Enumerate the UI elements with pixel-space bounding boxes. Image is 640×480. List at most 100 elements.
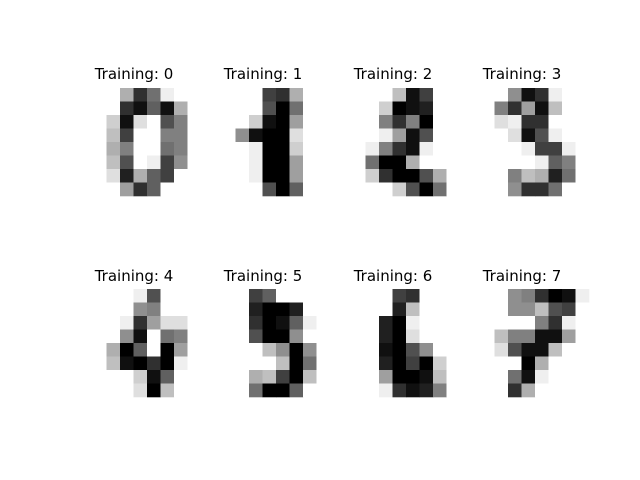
- pixel-cell: [548, 128, 563, 143]
- pixel-cell: [562, 88, 576, 102]
- pixel-cell: [93, 182, 107, 197]
- pixel-cell: [187, 101, 202, 116]
- pixel-cell: [303, 182, 317, 197]
- pixel-cell: [535, 329, 549, 344]
- pixel-cell: [289, 343, 304, 357]
- pixel-cell: [419, 302, 434, 317]
- pixel-cell: [352, 383, 366, 398]
- pixel-cell: [365, 142, 380, 156]
- pixel-cell: [235, 169, 250, 183]
- digit-image: [93, 88, 202, 197]
- pixel-cell: [187, 356, 202, 371]
- pixel-cell: [235, 128, 250, 143]
- pixel-cell: [481, 289, 495, 303]
- pixel-cell: [303, 88, 317, 102]
- pixel-cell: [174, 101, 188, 116]
- pixel-cell: [406, 88, 420, 102]
- pixel-cell: [562, 155, 576, 170]
- pixel-cell: [535, 169, 549, 183]
- pixel-cell: [222, 302, 236, 317]
- pixel-cell: [187, 142, 202, 156]
- pixel-cell: [160, 370, 175, 384]
- pixel-cell: [174, 115, 188, 129]
- pixel-cell: [147, 356, 161, 371]
- pixel-cell: [419, 370, 434, 384]
- pixel-cell: [575, 169, 590, 183]
- pixel-cell: [379, 289, 393, 303]
- pixel-cell: [289, 115, 304, 129]
- pixel-cell: [535, 289, 549, 303]
- pixel-cell: [352, 370, 366, 384]
- panel: Training: 0: [93, 65, 202, 197]
- pixel-cell: [508, 142, 522, 156]
- pixel-cell: [93, 370, 107, 384]
- pixel-cell: [147, 115, 161, 129]
- pixel-cell: [120, 370, 134, 384]
- pixel-cell: [575, 343, 590, 357]
- pixel-cell: [93, 302, 107, 317]
- pixel-cell: [222, 329, 236, 344]
- pixel-cell: [406, 329, 420, 344]
- pixel-cell: [365, 115, 380, 129]
- pixel-cell: [303, 169, 317, 183]
- pixel-cell: [419, 289, 434, 303]
- pixel-cell: [276, 115, 290, 129]
- pixel-cell: [494, 155, 509, 170]
- pixel-cell: [187, 182, 202, 197]
- digit-image: [352, 88, 461, 197]
- pixel-cell: [352, 88, 366, 102]
- pixel-cell: [406, 182, 420, 197]
- pixel-cell: [106, 329, 121, 344]
- pixel-cell: [379, 302, 393, 317]
- pixel-cell: [289, 316, 304, 330]
- pixel-cell: [446, 356, 461, 371]
- pixel-cell: [303, 142, 317, 156]
- pixel-cell: [262, 88, 277, 102]
- pixel-cell: [106, 88, 121, 102]
- pixel-cell: [494, 182, 509, 197]
- pixel-cell: [133, 370, 148, 384]
- panel: Training: 4: [93, 267, 202, 398]
- pixel-cell: [174, 289, 188, 303]
- pixel-cell: [481, 329, 495, 344]
- pixel-cell: [276, 343, 290, 357]
- pixel-cell: [406, 289, 420, 303]
- pixel-cell: [433, 316, 447, 330]
- pixel-cell: [433, 383, 447, 398]
- pixel-cell: [276, 356, 290, 371]
- pixel-cell: [433, 370, 447, 384]
- pixel-cell: [392, 302, 407, 317]
- pixel-cell: [562, 356, 576, 371]
- pixel-cell: [93, 356, 107, 371]
- pixel-cell: [276, 155, 290, 170]
- digit-image: [93, 289, 202, 398]
- pixel-cell: [235, 302, 250, 317]
- pixel-cell: [548, 356, 563, 371]
- pixel-cell: [548, 142, 563, 156]
- pixel-cell: [419, 329, 434, 344]
- pixel-cell: [508, 169, 522, 183]
- pixel-cell: [494, 101, 509, 116]
- pixel-cell: [174, 128, 188, 143]
- pixel-cell: [535, 316, 549, 330]
- pixel-cell: [446, 101, 461, 116]
- pixel-cell: [521, 88, 536, 102]
- pixel-cell: [133, 302, 148, 317]
- pixel-cell: [446, 169, 461, 183]
- pixel-cell: [187, 329, 202, 344]
- pixel-cell: [508, 101, 522, 116]
- pixel-cell: [406, 169, 420, 183]
- pixel-cell: [392, 128, 407, 143]
- pixel-cell: [406, 316, 420, 330]
- pixel-cell: [289, 169, 304, 183]
- pixel-cell: [93, 155, 107, 170]
- pixel-cell: [406, 155, 420, 170]
- pixel-cell: [303, 370, 317, 384]
- pixel-cell: [548, 115, 563, 129]
- pixel-cell: [379, 155, 393, 170]
- pixel-cell: [222, 169, 236, 183]
- pixel-cell: [303, 383, 317, 398]
- pixel-cell: [93, 316, 107, 330]
- pixel-cell: [276, 302, 290, 317]
